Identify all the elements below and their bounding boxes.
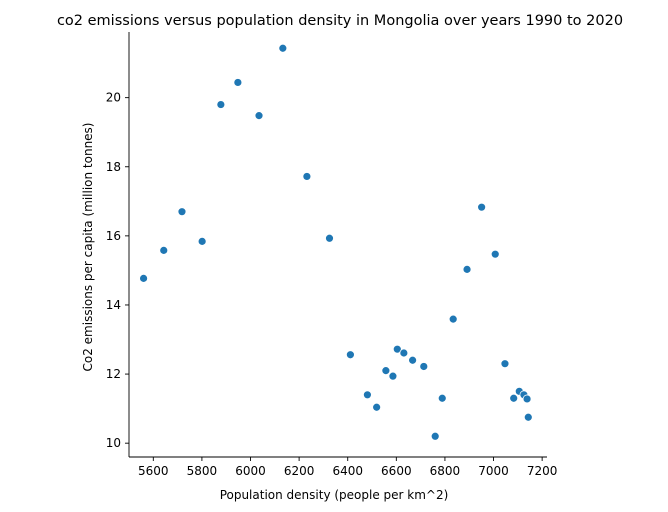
data-point [523, 412, 533, 422]
data-point [437, 393, 447, 403]
x-axis-label: Population density (people per km^2) [220, 488, 449, 502]
x-tick-label: 7000 [478, 464, 509, 478]
data-point [254, 111, 264, 121]
data-point [363, 390, 372, 400]
data-point [430, 431, 440, 441]
data-point [372, 402, 382, 412]
plot-area: 5600 5800 6000 6200 6400 6600 6800 7000 7200 10 12… [106, 32, 558, 478]
x-tick-label: 6800 [430, 464, 461, 478]
data-point [490, 249, 500, 259]
x-tick-label: 6600 [381, 464, 412, 478]
y-tick-label: 18 [106, 160, 121, 174]
data-point [139, 273, 148, 283]
x-tick-label: 6000 [235, 464, 266, 478]
data-point [278, 43, 288, 53]
data-point [325, 233, 334, 243]
data-point [448, 314, 458, 324]
y-tick-label: 14 [106, 298, 121, 312]
x-tick-label: 5600 [138, 464, 169, 478]
data-point [462, 264, 472, 274]
data-point [177, 207, 187, 217]
y-tick-label: 12 [106, 367, 121, 381]
data-point [345, 350, 355, 360]
data-point [159, 245, 169, 255]
data-point [233, 78, 243, 87]
data-point [522, 394, 532, 404]
y-tick-label: 20 [106, 91, 121, 105]
data-point [500, 359, 510, 369]
x-tick-label: 6200 [284, 464, 315, 478]
chart-title: co2 emissions versus population density … [57, 13, 623, 29]
y-tick-label: 16 [106, 229, 121, 243]
x-tick-label: 5800 [187, 464, 218, 478]
x-tick-label: 6400 [332, 464, 363, 478]
data-point [388, 371, 398, 381]
data-point [408, 355, 418, 365]
data-point [381, 366, 391, 376]
y-tick-label: 10 [106, 436, 121, 450]
x-tick-label: 7200 [527, 464, 558, 478]
data-point [216, 100, 226, 109]
y-axis-label: Co2 emissions per capita (million tonnes… [81, 123, 95, 372]
data-point [302, 172, 312, 181]
data-point [509, 393, 519, 403]
data-point [197, 236, 207, 246]
data-point [477, 202, 487, 212]
data-point [392, 344, 402, 354]
data-point [399, 348, 409, 358]
data-point [419, 362, 429, 371]
